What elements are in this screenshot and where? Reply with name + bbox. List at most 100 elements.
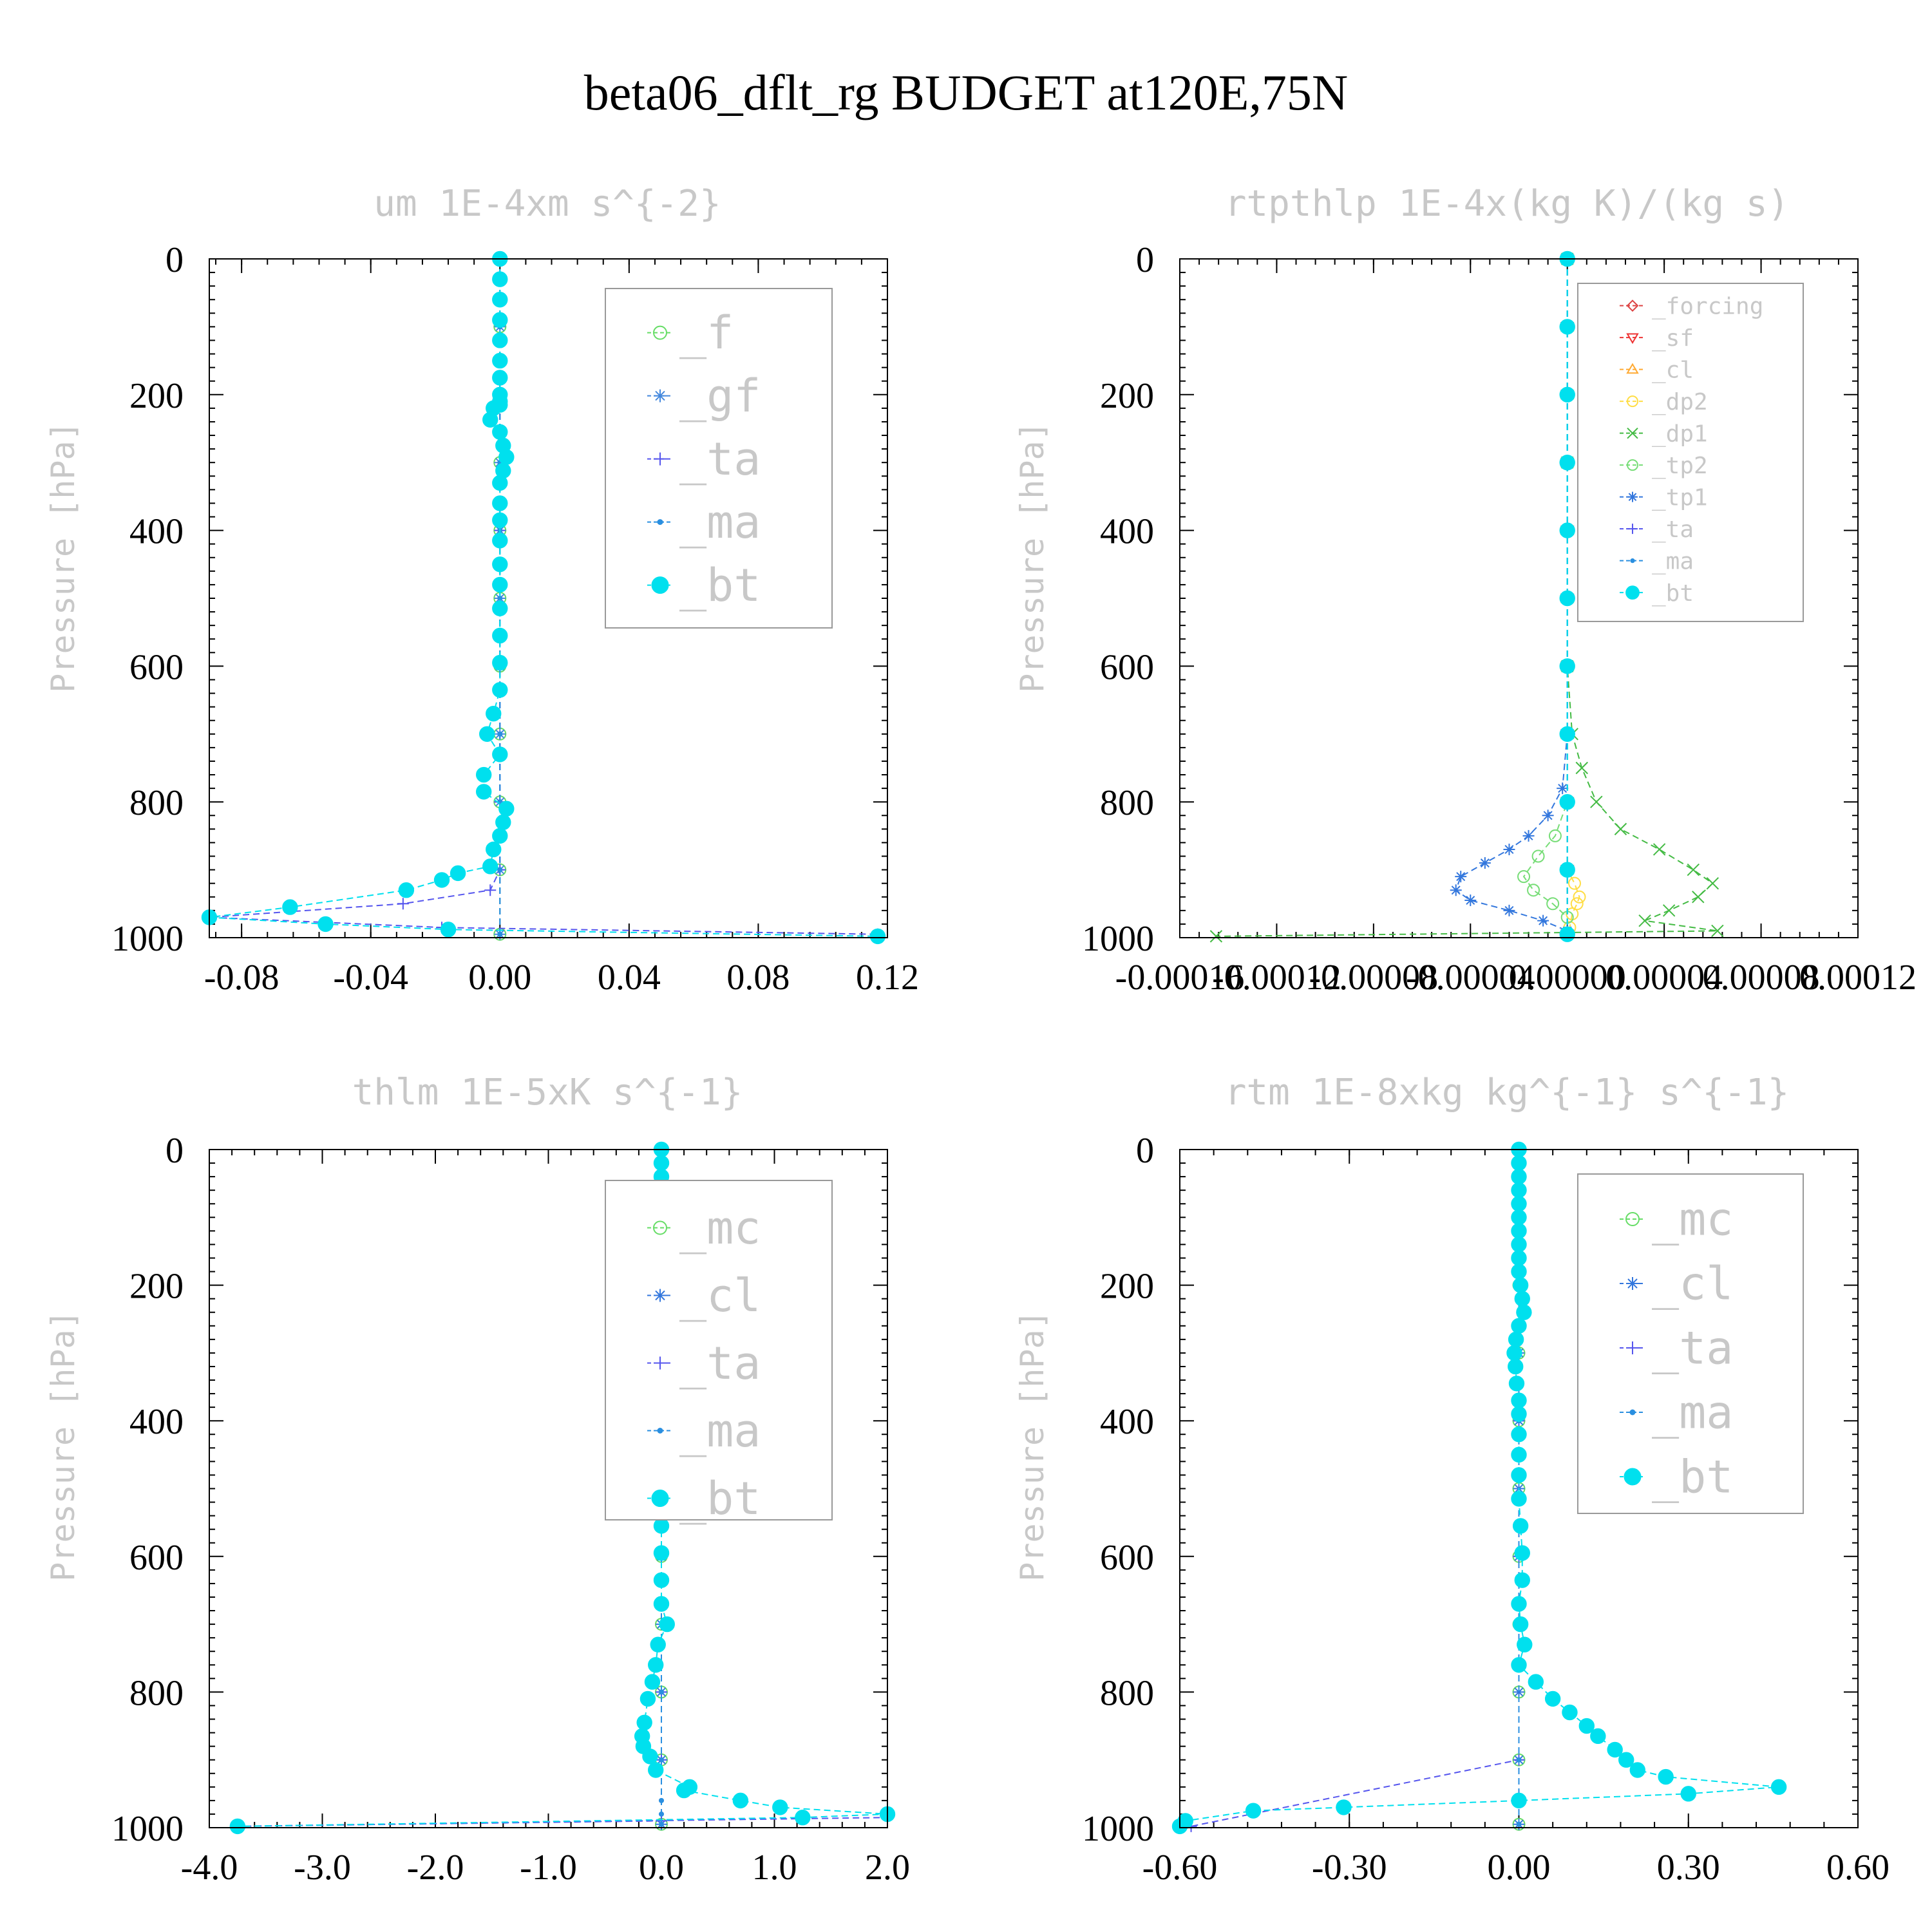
data-point (1638, 914, 1651, 927)
series-bt (1171, 1141, 1787, 1835)
x-tick-label: 0.00 (468, 958, 531, 998)
data-point (1511, 1168, 1527, 1185)
data-point (1578, 1718, 1595, 1734)
legend-label: _ma (679, 1405, 761, 1457)
data-point (492, 332, 508, 348)
legend: _forcing _sf _cl _dp2 _dp1 _tp2 _tp1 _ta _ma _bt (1577, 283, 1804, 622)
data-point (1614, 822, 1627, 836)
data-point (1607, 1741, 1623, 1758)
data-point (1516, 1757, 1522, 1763)
series-bt (201, 251, 886, 945)
data-point (492, 533, 508, 549)
data-point (497, 731, 503, 737)
x-tick-label: 0.60 (1826, 1848, 1889, 1888)
data-point (732, 1792, 749, 1809)
legend-item: _ta (647, 1337, 761, 1390)
data-point (648, 1657, 664, 1673)
x-tick-label: 0.0 (639, 1848, 684, 1888)
data-point (1514, 1291, 1530, 1307)
x-tick-label: 0.00004 (1605, 958, 1723, 998)
legend-item: _dp1 (1620, 421, 1708, 447)
data-point (282, 899, 298, 915)
data-point (498, 449, 515, 465)
data-point (653, 1572, 670, 1588)
legend-label: _dp1 (1652, 421, 1708, 447)
legend-label: _ta (679, 1337, 761, 1390)
data-point (653, 1155, 670, 1171)
y-tick-label: 800 (1100, 1673, 1154, 1713)
panel-thlm: thlm 1E-5xK s^{-1} Pressure [hPa] 0 200 40… (44, 1072, 910, 1888)
panel-title: rtm 1E-8xkg kg^{-1} s^{-1} (1225, 1072, 1790, 1113)
y-tick-label: 0 (166, 240, 184, 280)
data-point (1511, 1209, 1527, 1226)
y-tick-label: 800 (129, 1673, 184, 1713)
legend-label: _bt (1652, 580, 1694, 607)
data-point (1590, 1728, 1606, 1745)
panel-rtpthlp: rtpthlp 1E-4x(kg K)/(kg s) Pressure [hPa… (1014, 183, 1917, 998)
y-axis-label: Pressure [hPa] (1014, 421, 1051, 692)
legend-label: _forcing (1652, 293, 1763, 319)
data-point (229, 1818, 246, 1835)
y-tick-label: 0 (1136, 240, 1154, 280)
data-point (1544, 1690, 1561, 1707)
data-point (1513, 1686, 1525, 1698)
data-point (1559, 590, 1575, 607)
legend-label: _cl (1652, 357, 1694, 383)
data-point (1559, 926, 1575, 942)
data-point (492, 512, 508, 528)
data-point (450, 865, 466, 882)
data-point (1517, 1636, 1533, 1653)
legend-item: _ta (647, 433, 761, 486)
legend-item: _forcing (1620, 293, 1763, 319)
data-point (658, 1757, 665, 1763)
data-point (1548, 829, 1562, 842)
data-point (1479, 857, 1491, 869)
plot-area (1209, 251, 1724, 943)
x-tick-label: -0.00004 (1406, 958, 1535, 998)
data-point (1687, 863, 1700, 876)
data-point (1618, 1752, 1634, 1768)
data-point (1511, 1250, 1527, 1266)
y-tick-label: 1000 (111, 1809, 184, 1849)
data-point (1559, 794, 1575, 810)
legend-label: _bt (1652, 1451, 1733, 1504)
data-point (1517, 870, 1531, 884)
data-point (1508, 1331, 1524, 1348)
data-point (1546, 897, 1560, 911)
data-point (653, 1596, 670, 1612)
y-tick-label: 800 (129, 783, 184, 823)
data-point (492, 271, 508, 287)
data-point (492, 370, 508, 386)
data-point (1514, 1545, 1530, 1561)
data-point (1680, 1786, 1696, 1802)
data-point (1537, 914, 1549, 927)
data-point (648, 1762, 664, 1778)
data-point (1511, 1392, 1527, 1408)
data-point (397, 898, 409, 910)
legend-label: _tp2 (1652, 453, 1708, 479)
data-point (1559, 726, 1575, 743)
data-point (1629, 1762, 1645, 1778)
data-point (1653, 843, 1666, 856)
x-tick-label: -2.0 (407, 1848, 464, 1888)
legend-item: _bt (647, 559, 761, 612)
x-tick-label: 0.00008 (1703, 958, 1820, 998)
data-point (492, 600, 508, 617)
data-point (497, 867, 503, 873)
legend-label: _ta (1652, 516, 1694, 543)
y-tick-label: 0 (1136, 1131, 1154, 1171)
data-point (492, 475, 508, 491)
y-tick-label: 200 (1100, 1267, 1154, 1307)
data-point (658, 1797, 665, 1803)
legend-label: _ma (679, 496, 761, 549)
data-point (1511, 1792, 1527, 1809)
data-point (492, 682, 508, 698)
data-point (653, 1545, 670, 1561)
legend-item: _ma (1620, 548, 1694, 574)
y-axis-label: Pressure [hPa] (1014, 1310, 1051, 1581)
data-point (1455, 871, 1467, 883)
data-point (644, 1674, 661, 1690)
data-point (1512, 1518, 1529, 1534)
legend-label: _cl (1652, 1258, 1733, 1311)
